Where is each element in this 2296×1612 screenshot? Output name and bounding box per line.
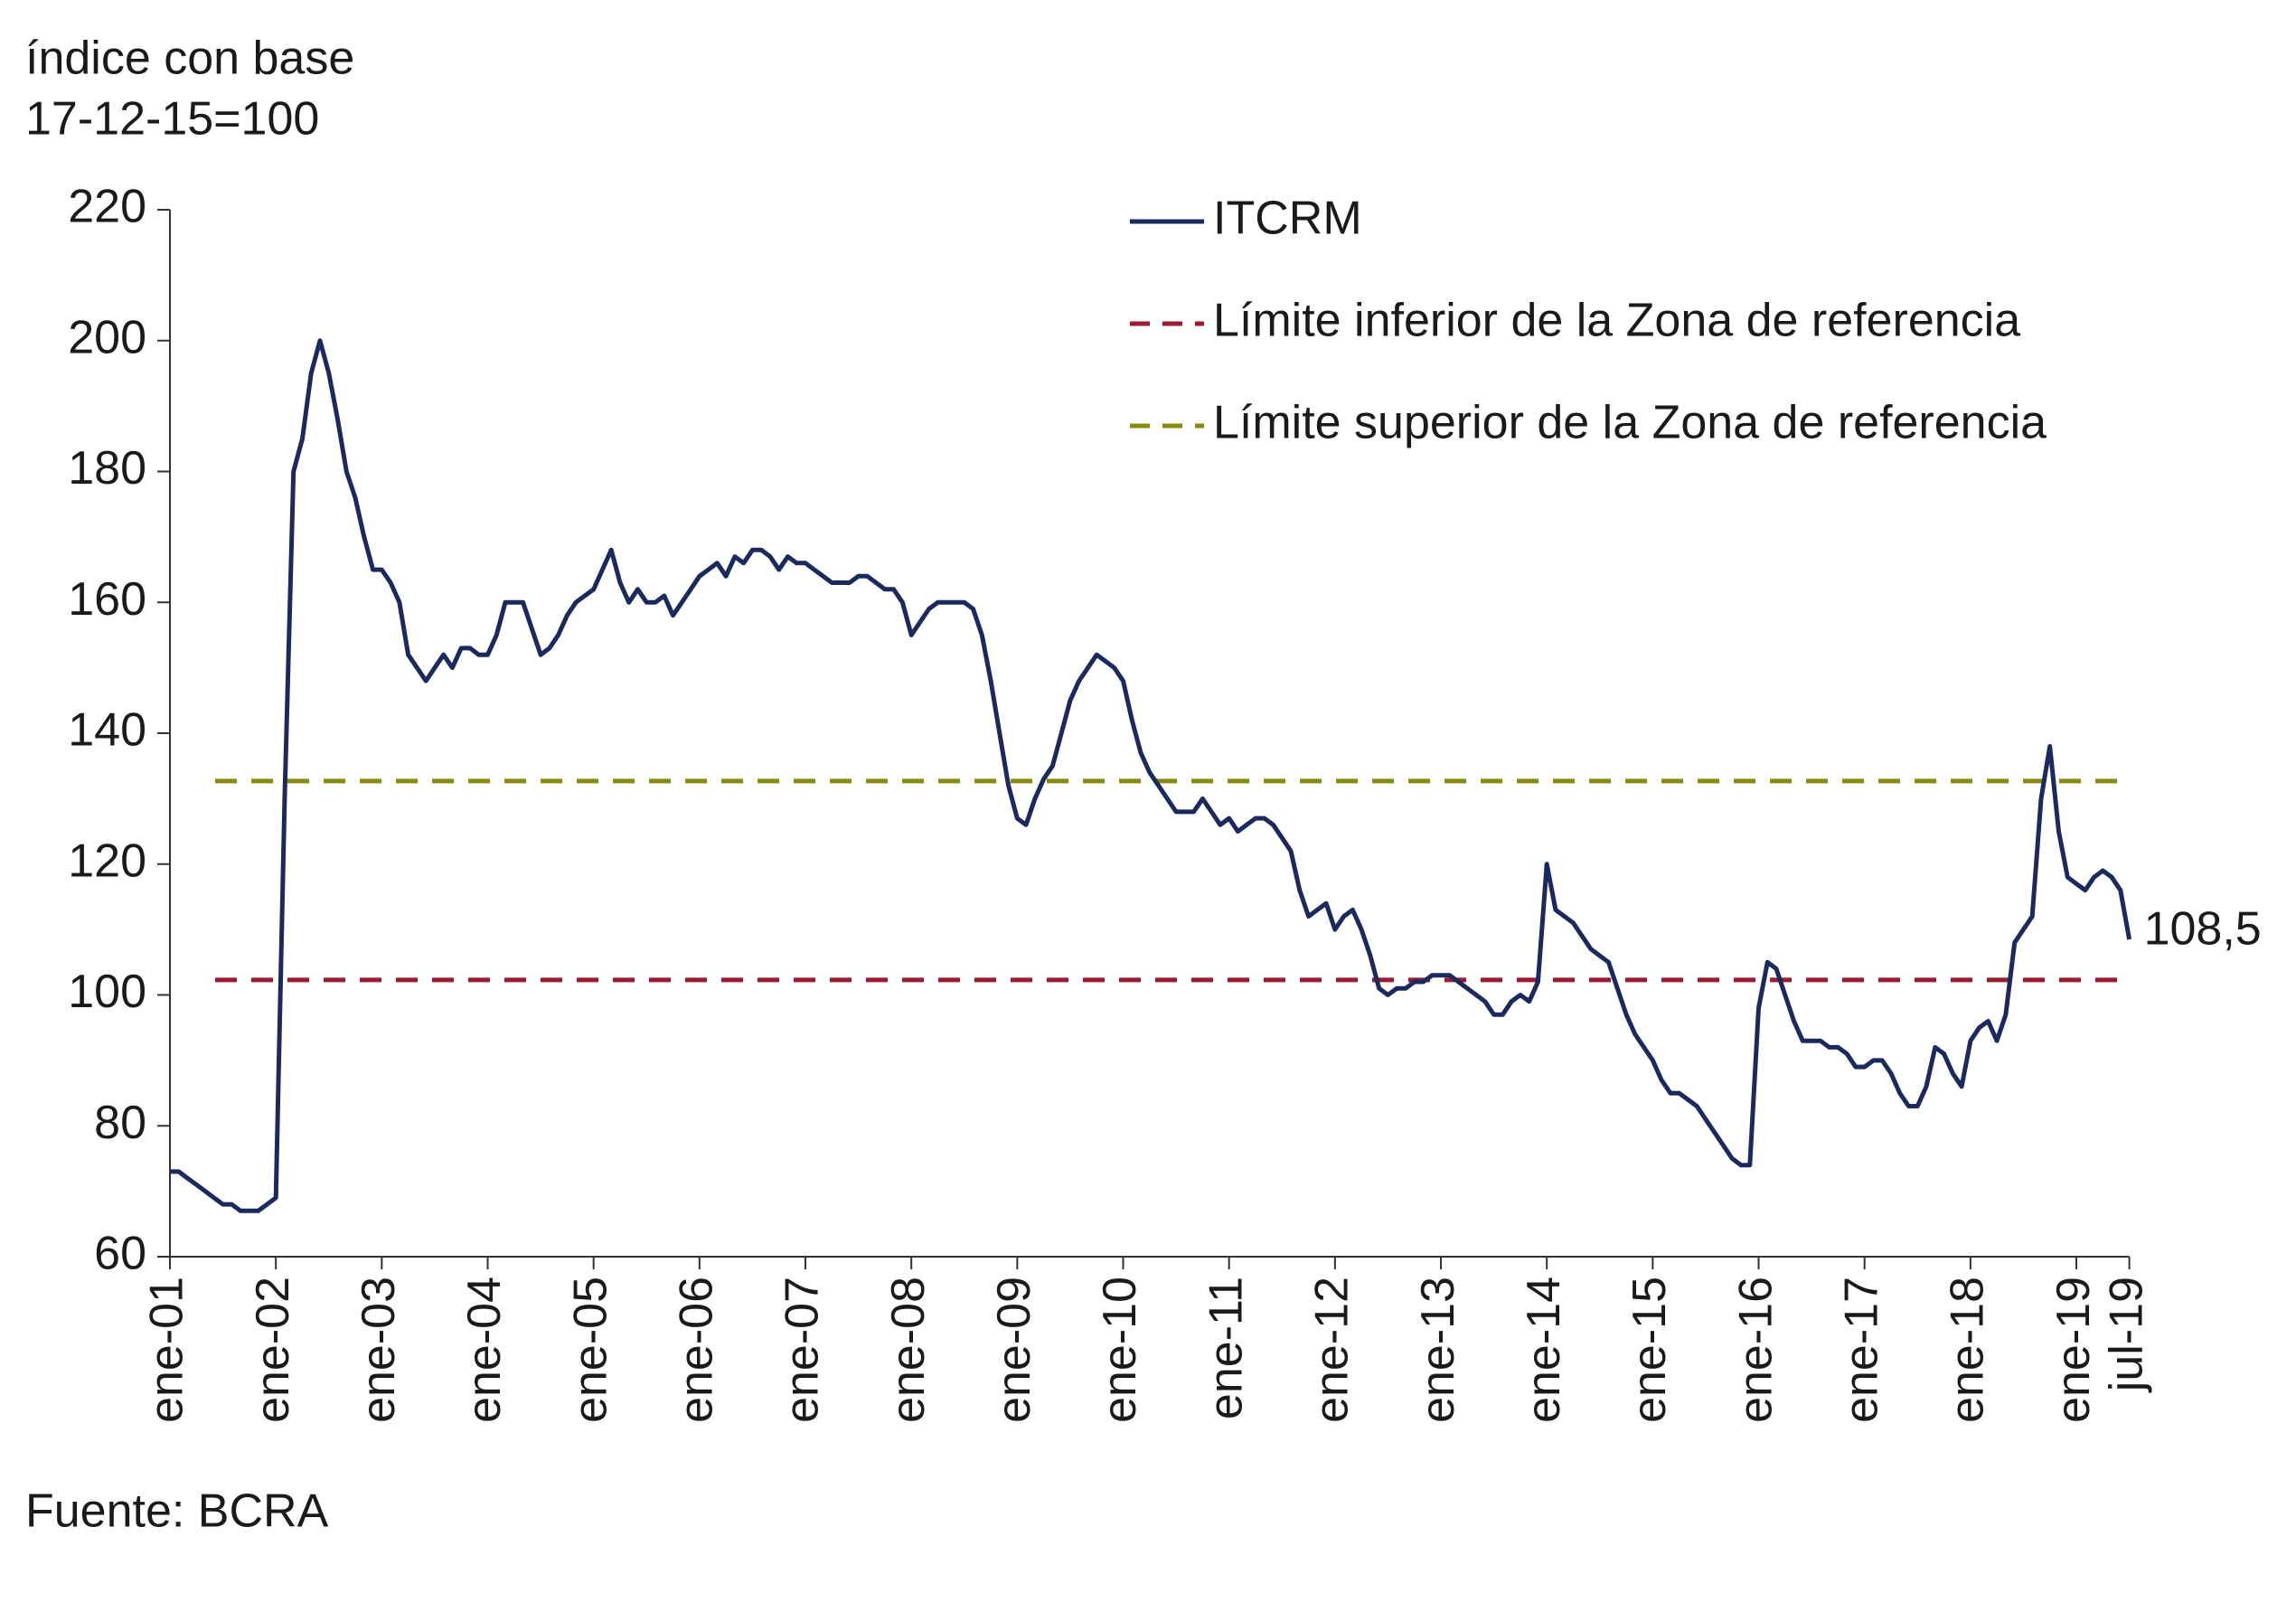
x-tick-label: ene-06	[671, 1277, 723, 1423]
legend-label: Límite superior de la Zona de referencia	[1213, 397, 2047, 449]
y-tick-label: 160	[68, 573, 146, 626]
x-tick-label: ene-11	[1200, 1277, 1252, 1419]
x-tick-label: jul-19	[2100, 1277, 2152, 1393]
x-tick-label: ene-19	[2047, 1277, 2100, 1423]
x-tick-label: ene-17	[1835, 1277, 1887, 1423]
x-tick-label: ene-18	[1942, 1277, 1994, 1423]
title-line: 17-12-15=100	[25, 93, 319, 146]
y-tick-label: 100	[68, 966, 146, 1018]
x-tick-label: ene-10	[1094, 1277, 1146, 1423]
y-tick-label: 80	[94, 1097, 146, 1149]
x-tick-label: ene-04	[458, 1277, 511, 1423]
x-tick-label: ene-02	[247, 1277, 299, 1423]
x-tick-label: ene-01	[141, 1277, 193, 1423]
x-tick-label: ene-03	[353, 1277, 405, 1423]
x-tick-label: ene-08	[882, 1277, 935, 1423]
y-tick-label: 120	[68, 834, 146, 887]
x-tick-label: ene-05	[564, 1277, 616, 1423]
legend-label: Límite inferior de la Zona de referencia	[1213, 295, 2020, 347]
x-tick-label: ene-09	[988, 1277, 1040, 1423]
y-tick-label: 180	[68, 442, 146, 495]
source: Fuente: BCRA	[25, 1485, 329, 1538]
y-tick-label: 60	[94, 1228, 146, 1280]
x-tick-label: ene-07	[776, 1277, 829, 1423]
y-tick-label: 200	[68, 311, 146, 363]
title-line: índice con base	[25, 33, 354, 85]
x-tick-label: ene-14	[1518, 1277, 1570, 1423]
x-tick-label: ene-16	[1729, 1277, 1782, 1423]
end-label: 108,5	[2144, 903, 2262, 956]
legend-label: ITCRM	[1213, 193, 1362, 245]
y-tick-label: 140	[68, 704, 146, 757]
x-tick-label: ene-13	[1412, 1277, 1464, 1423]
series-line	[170, 338, 2132, 1213]
x-tick-label: ene-15	[1623, 1277, 1676, 1423]
y-tick-label: 220	[68, 181, 146, 233]
x-tick-label: ene-12	[1306, 1277, 1359, 1423]
